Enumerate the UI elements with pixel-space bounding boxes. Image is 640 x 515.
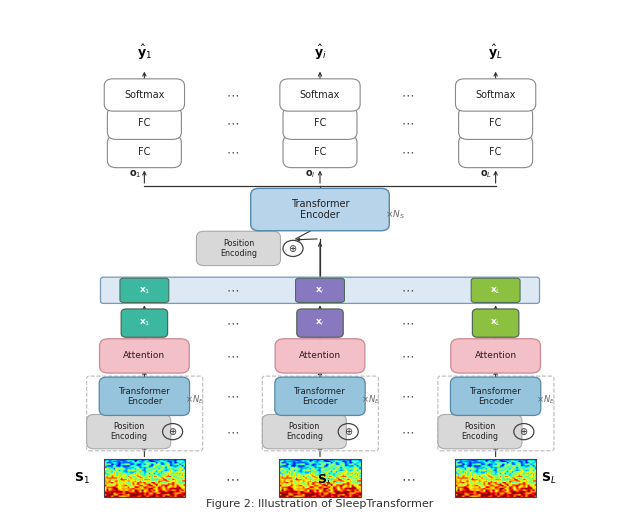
FancyBboxPatch shape [280, 79, 360, 111]
FancyBboxPatch shape [451, 339, 540, 373]
Text: FC: FC [138, 118, 150, 128]
Text: $\cdots$: $\cdots$ [401, 284, 414, 297]
Text: $\oplus$: $\oplus$ [344, 426, 353, 437]
Bar [455, 459, 536, 497]
Text: $\cdots$: $\cdots$ [226, 390, 239, 403]
Text: $\cdots$: $\cdots$ [225, 471, 239, 485]
FancyBboxPatch shape [99, 377, 189, 416]
Text: $\cdots$: $\cdots$ [401, 425, 414, 438]
Text: $\times N_S$: $\times N_S$ [385, 209, 405, 221]
FancyBboxPatch shape [297, 309, 343, 337]
FancyBboxPatch shape [283, 107, 357, 140]
FancyBboxPatch shape [438, 415, 522, 449]
Bar [104, 459, 185, 497]
Text: $\cdots$: $\cdots$ [226, 349, 239, 363]
FancyBboxPatch shape [451, 377, 541, 416]
Text: $\mathbf{o}_L$: $\mathbf{o}_L$ [480, 168, 492, 180]
Text: $\cdots$: $\cdots$ [226, 284, 239, 297]
Text: Softmax: Softmax [124, 90, 164, 100]
FancyBboxPatch shape [120, 278, 169, 302]
Text: $\mathbf{x}_i$: $\mathbf{x}_i$ [315, 318, 325, 329]
Text: $\cdots$: $\cdots$ [401, 317, 414, 330]
Text: Attention: Attention [124, 351, 166, 360]
Text: Softmax: Softmax [476, 90, 516, 100]
Text: $\mathbf{x}_1$: $\mathbf{x}_1$ [139, 285, 150, 296]
Text: FC: FC [314, 146, 326, 157]
Text: $\cdots$: $\cdots$ [401, 349, 414, 363]
Text: $\mathbf{x}_1$: $\mathbf{x}_1$ [139, 318, 150, 329]
FancyBboxPatch shape [100, 339, 189, 373]
FancyBboxPatch shape [471, 278, 520, 302]
FancyBboxPatch shape [196, 231, 280, 266]
Text: Softmax: Softmax [300, 90, 340, 100]
Text: $\hat{\mathbf{y}}_1$: $\hat{\mathbf{y}}_1$ [137, 43, 152, 62]
Text: $\mathbf{x}_i$: $\mathbf{x}_i$ [315, 285, 325, 296]
FancyBboxPatch shape [251, 188, 389, 231]
Text: Position
Encoding: Position Encoding [461, 422, 499, 441]
Text: $\cdots$: $\cdots$ [226, 317, 239, 330]
Text: Position
Encoding: Position Encoding [220, 239, 257, 258]
Text: $\hat{\mathbf{y}}_i$: $\hat{\mathbf{y}}_i$ [314, 43, 326, 62]
FancyBboxPatch shape [108, 107, 181, 140]
Text: $\cdots$: $\cdots$ [226, 117, 239, 130]
Text: Position
Encoding: Position Encoding [286, 422, 323, 441]
FancyBboxPatch shape [459, 107, 532, 140]
Text: $\times N_E$: $\times N_E$ [185, 393, 204, 406]
Text: $\cdots$: $\cdots$ [401, 117, 414, 130]
Text: $\cdots$: $\cdots$ [401, 89, 414, 101]
FancyBboxPatch shape [108, 135, 181, 168]
Text: $\times N_E$: $\times N_E$ [361, 393, 380, 406]
FancyBboxPatch shape [283, 135, 357, 168]
Text: $\oplus$: $\oplus$ [519, 426, 529, 437]
Text: $\mathbf{S}_1$: $\mathbf{S}_1$ [74, 471, 90, 486]
FancyBboxPatch shape [86, 415, 171, 449]
FancyBboxPatch shape [296, 278, 344, 302]
Text: $\cdots$: $\cdots$ [226, 89, 239, 101]
Text: FC: FC [138, 146, 150, 157]
Text: $\mathbf{S}_i$: $\mathbf{S}_i$ [317, 473, 330, 488]
Text: $\cdots$: $\cdots$ [401, 471, 415, 485]
Text: $\oplus$: $\oplus$ [289, 243, 298, 254]
Text: $\mathbf{o}_i$: $\mathbf{o}_i$ [305, 168, 316, 180]
FancyBboxPatch shape [121, 309, 168, 337]
Text: $\cdots$: $\cdots$ [401, 145, 414, 158]
Text: Transformer
Encoder: Transformer Encoder [294, 387, 346, 406]
Text: $\cdots$: $\cdots$ [401, 390, 414, 403]
FancyBboxPatch shape [262, 415, 346, 449]
FancyBboxPatch shape [100, 277, 540, 303]
Text: $\cdots$: $\cdots$ [226, 145, 239, 158]
FancyBboxPatch shape [456, 79, 536, 111]
Text: $\cdots$: $\cdots$ [226, 425, 239, 438]
FancyBboxPatch shape [459, 135, 532, 168]
FancyBboxPatch shape [275, 377, 365, 416]
Text: $\times N_E$: $\times N_E$ [536, 393, 556, 406]
Text: FC: FC [490, 146, 502, 157]
Bar [279, 459, 361, 497]
Text: Attention: Attention [474, 351, 516, 360]
Text: Transformer
Encoder: Transformer Encoder [470, 387, 522, 406]
FancyBboxPatch shape [472, 309, 519, 337]
Text: $\hat{\mathbf{y}}_L$: $\hat{\mathbf{y}}_L$ [488, 43, 503, 62]
Text: $\mathbf{x}_L$: $\mathbf{x}_L$ [490, 285, 501, 296]
Text: FC: FC [490, 118, 502, 128]
Text: $\oplus$: $\oplus$ [168, 426, 177, 437]
FancyBboxPatch shape [275, 339, 365, 373]
Text: Position
Encoding: Position Encoding [110, 422, 147, 441]
Text: Figure 2: Illustration of SleepTransformer: Figure 2: Illustration of SleepTransform… [206, 499, 434, 509]
Text: FC: FC [314, 118, 326, 128]
Text: $\mathbf{o}_1$: $\mathbf{o}_1$ [129, 168, 141, 180]
Text: Transformer
Encoder: Transformer Encoder [118, 387, 170, 406]
FancyBboxPatch shape [104, 79, 184, 111]
Text: Attention: Attention [299, 351, 341, 360]
Text: $\mathbf{S}_L$: $\mathbf{S}_L$ [541, 471, 557, 486]
Text: Transformer
Encoder: Transformer Encoder [291, 199, 349, 220]
Text: $\mathbf{x}_L$: $\mathbf{x}_L$ [490, 318, 501, 329]
